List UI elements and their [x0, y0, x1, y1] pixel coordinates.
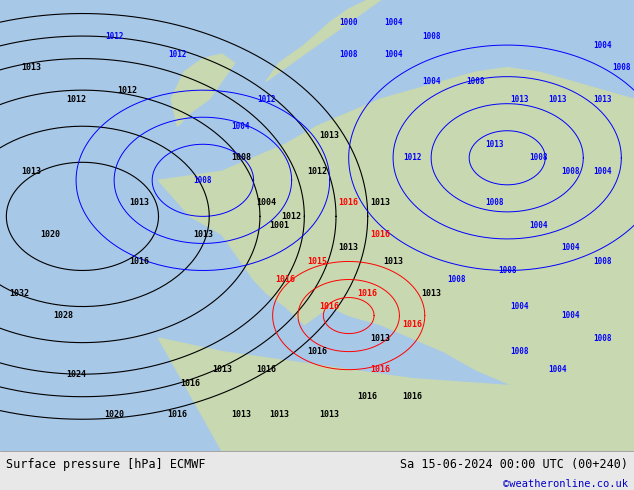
Text: 1008: 1008: [510, 347, 529, 356]
Text: 1008: 1008: [422, 31, 441, 41]
Text: 1008: 1008: [561, 167, 580, 176]
Text: 1016: 1016: [370, 365, 391, 374]
Text: 1004: 1004: [422, 76, 441, 86]
Text: 1013: 1013: [593, 95, 612, 104]
Text: 1004: 1004: [561, 311, 580, 320]
Text: 1016: 1016: [307, 347, 327, 356]
Text: 1013: 1013: [22, 167, 42, 176]
Text: 1012: 1012: [281, 212, 302, 221]
Text: 1008: 1008: [339, 49, 358, 59]
Text: 1004: 1004: [529, 221, 548, 230]
Text: 1013: 1013: [510, 95, 529, 104]
Text: 1016: 1016: [358, 289, 378, 297]
Text: 1012: 1012: [403, 153, 422, 162]
Text: 1013: 1013: [231, 410, 251, 419]
Text: 1028: 1028: [53, 311, 74, 320]
Text: 1001: 1001: [269, 221, 289, 230]
Text: 1013: 1013: [370, 198, 391, 207]
Text: 1004: 1004: [510, 302, 529, 311]
Text: 1013: 1013: [370, 334, 391, 343]
Text: 1012: 1012: [105, 31, 124, 41]
Text: 1008: 1008: [466, 76, 485, 86]
Text: 1016: 1016: [129, 257, 150, 266]
Text: 1012: 1012: [307, 167, 327, 176]
Text: 1004: 1004: [384, 49, 403, 59]
Text: 1012: 1012: [257, 95, 276, 104]
Text: 1008: 1008: [231, 153, 251, 162]
Text: 1004: 1004: [256, 198, 276, 207]
Text: 1016: 1016: [339, 198, 359, 207]
Text: 1004: 1004: [384, 18, 403, 27]
Text: 1016: 1016: [180, 379, 200, 388]
Text: 1008: 1008: [593, 334, 612, 343]
Text: 1016: 1016: [320, 302, 340, 311]
Text: 1004: 1004: [548, 365, 567, 374]
Polygon shape: [266, 0, 380, 81]
Text: 1004: 1004: [593, 167, 612, 176]
Text: 1008: 1008: [529, 153, 548, 162]
Text: Surface pressure [hPa] ECMWF: Surface pressure [hPa] ECMWF: [6, 458, 206, 471]
Text: 1008: 1008: [498, 266, 517, 275]
Text: 1004: 1004: [231, 122, 250, 131]
Text: 1020: 1020: [104, 410, 124, 419]
Text: 1016: 1016: [167, 410, 188, 419]
Text: ©weatheronline.co.uk: ©weatheronline.co.uk: [503, 479, 628, 489]
Polygon shape: [158, 68, 634, 415]
Text: 1032: 1032: [9, 289, 29, 297]
Text: 1024: 1024: [66, 369, 86, 379]
Polygon shape: [171, 54, 235, 126]
Text: 1012: 1012: [117, 86, 137, 95]
Text: 1013: 1013: [129, 198, 150, 207]
Text: 1013: 1013: [269, 410, 289, 419]
Text: 1013: 1013: [339, 244, 359, 252]
Text: 1013: 1013: [421, 289, 441, 297]
Text: 1004: 1004: [593, 41, 612, 49]
Text: 1013: 1013: [320, 131, 340, 140]
Text: 1008: 1008: [447, 275, 466, 284]
Text: 1008: 1008: [612, 63, 631, 72]
Text: 1000: 1000: [339, 18, 358, 27]
Text: Sa 15-06-2024 00:00 UTC (00+240): Sa 15-06-2024 00:00 UTC (00+240): [399, 458, 628, 471]
Text: 1016: 1016: [256, 365, 276, 374]
Text: 1016: 1016: [275, 275, 295, 284]
Polygon shape: [158, 338, 634, 451]
Text: 1012: 1012: [168, 49, 187, 59]
Text: 1008: 1008: [485, 198, 504, 207]
Text: 1016: 1016: [402, 392, 422, 401]
Text: 1008: 1008: [193, 176, 212, 185]
Text: 1015: 1015: [307, 257, 327, 266]
Text: 1013: 1013: [22, 63, 42, 72]
Text: 1013: 1013: [485, 140, 504, 149]
Text: 1016: 1016: [370, 230, 391, 239]
Text: 1008: 1008: [593, 257, 612, 266]
Text: 1013: 1013: [548, 95, 567, 104]
Text: 1004: 1004: [561, 244, 580, 252]
Text: 1016: 1016: [402, 320, 422, 329]
Text: 1020: 1020: [41, 230, 61, 239]
Text: 1013: 1013: [383, 257, 403, 266]
Text: 1013: 1013: [212, 365, 232, 374]
Text: 1013: 1013: [320, 410, 340, 419]
Text: 1012: 1012: [66, 95, 86, 104]
Text: 1016: 1016: [358, 392, 378, 401]
Text: 1013: 1013: [193, 230, 213, 239]
